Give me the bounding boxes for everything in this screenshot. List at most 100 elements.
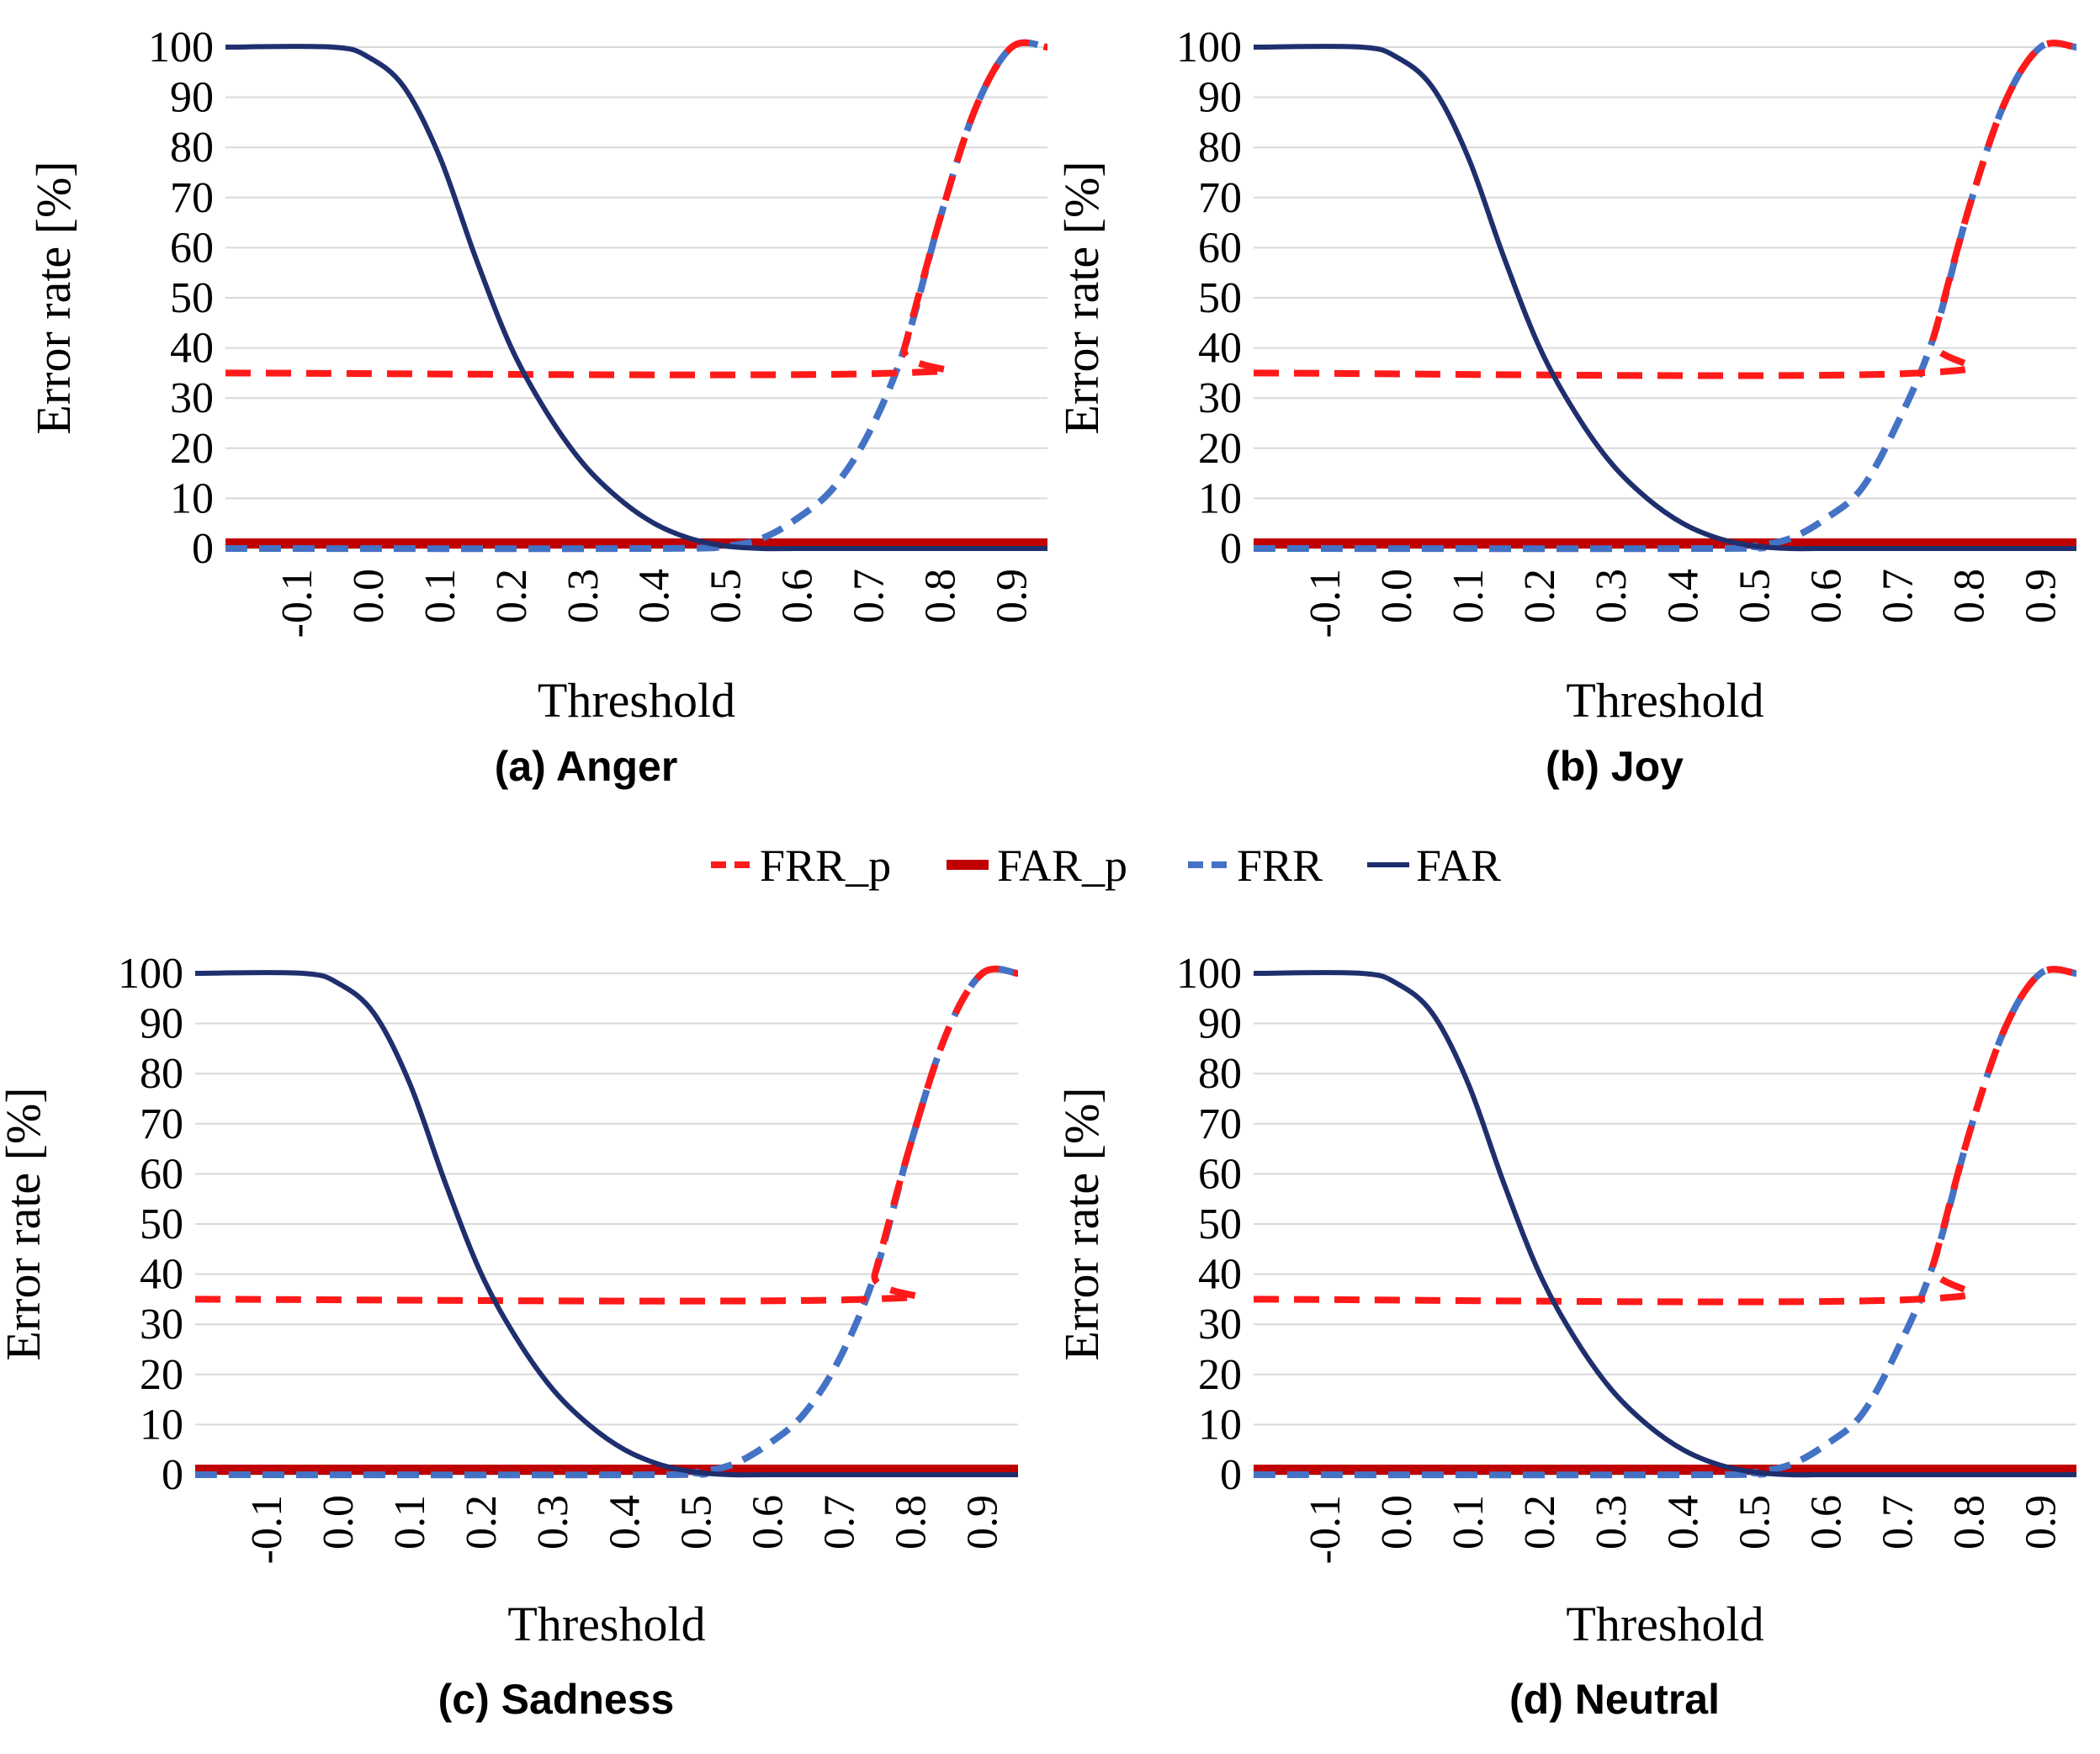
y-tick-label: 50 bbox=[140, 1200, 183, 1248]
y-tick-label: 100 bbox=[118, 950, 183, 998]
series-line-frr-p bbox=[225, 39, 1048, 379]
x-tick-label: 0.9 bbox=[2017, 1495, 2065, 1550]
x-tick-label: -0.1 bbox=[243, 1495, 291, 1564]
y-tick-label: 10 bbox=[1198, 474, 1242, 522]
x-tick-label: 0.2 bbox=[458, 1495, 506, 1550]
legend-label: FAR bbox=[1416, 840, 1501, 891]
x-tick-label: 0.8 bbox=[1945, 1495, 1993, 1550]
x-tick-label: 0.3 bbox=[1588, 1495, 1636, 1550]
x-tick-label: 0.9 bbox=[958, 1495, 1006, 1550]
series-line-far bbox=[1253, 44, 2076, 552]
x-tick-label: 0.6 bbox=[774, 569, 822, 623]
x-tick-label: 0.6 bbox=[1802, 569, 1850, 623]
x-axis-title: Threshold bbox=[1566, 1597, 1763, 1651]
y-tick-label: 30 bbox=[1198, 1301, 1242, 1349]
panel-caption: (a) Anger bbox=[495, 743, 678, 790]
x-tick-label: 0.6 bbox=[744, 1495, 792, 1550]
y-tick-label: 20 bbox=[1198, 1351, 1242, 1399]
x-tick-label: 0.4 bbox=[601, 1495, 649, 1550]
y-tick-label: 100 bbox=[148, 24, 214, 72]
y-tick-label: 40 bbox=[1198, 325, 1242, 373]
y-tick-label: 0 bbox=[192, 525, 214, 573]
y-tick-label: 50 bbox=[1198, 1200, 1242, 1248]
legend-label: FAR_p bbox=[997, 840, 1127, 891]
x-tick-label: 0.1 bbox=[416, 569, 464, 623]
x-tick-label: 0.0 bbox=[315, 1495, 363, 1550]
x-tick-label: 0.5 bbox=[1731, 1495, 1779, 1550]
x-tick-label: 0.5 bbox=[1731, 569, 1779, 623]
x-tick-label: 0.9 bbox=[2017, 569, 2065, 623]
x-tick-label: 0.2 bbox=[1516, 1495, 1564, 1550]
x-axis-title: Threshold bbox=[1566, 673, 1763, 728]
y-tick-label: 20 bbox=[140, 1351, 183, 1399]
x-tick-label: 0.9 bbox=[989, 569, 1037, 623]
x-tick-label: 0.7 bbox=[815, 1495, 863, 1550]
x-tick-label: 0.4 bbox=[631, 569, 679, 623]
y-tick-label: 80 bbox=[170, 124, 214, 172]
y-tick-label: 70 bbox=[1198, 174, 1242, 222]
x-axis-title: Threshold bbox=[538, 673, 735, 728]
legend-item-frr-p: FRR_p bbox=[711, 840, 891, 891]
x-tick-label: 0.6 bbox=[1802, 1495, 1850, 1550]
y-tick-label: 30 bbox=[140, 1301, 183, 1349]
x-tick-label: 0.0 bbox=[345, 569, 393, 623]
legend-label: FRR bbox=[1237, 840, 1323, 891]
x-tick-label: 0.3 bbox=[1588, 569, 1636, 623]
legend-item-far-p: FAR_p bbox=[947, 840, 1127, 891]
y-tick-label: 0 bbox=[1220, 1451, 1242, 1499]
y-tick-label: 30 bbox=[170, 374, 214, 422]
y-tick-label: 90 bbox=[170, 74, 214, 122]
series-line-far bbox=[225, 44, 1047, 552]
x-tick-label: 0.8 bbox=[1945, 569, 1993, 623]
y-tick-label: 90 bbox=[1198, 1000, 1242, 1048]
x-tick-label: 0.1 bbox=[1445, 569, 1493, 623]
y-tick-label: 100 bbox=[1176, 950, 1242, 998]
y-tick-label: 90 bbox=[1198, 74, 1242, 122]
x-axis-title: Threshold bbox=[507, 1597, 705, 1651]
y-axis-title: Error rate [%] bbox=[26, 161, 81, 434]
y-tick-label: 20 bbox=[170, 425, 214, 473]
series-line-far bbox=[1253, 970, 2076, 1478]
y-tick-label: 60 bbox=[170, 224, 214, 272]
series-line-frr-p bbox=[194, 965, 1019, 1305]
panel-caption: (b) Joy bbox=[1546, 743, 1684, 790]
y-tick-label: 0 bbox=[162, 1451, 183, 1499]
y-tick-label: 40 bbox=[170, 325, 214, 373]
y-tick-label: 60 bbox=[1198, 1150, 1242, 1198]
series-line-far bbox=[194, 970, 1018, 1478]
panel-caption: (d) Neutral bbox=[1509, 1676, 1720, 1723]
x-tick-label: -0.1 bbox=[1302, 1495, 1350, 1564]
y-tick-label: 100 bbox=[1176, 24, 1242, 72]
legend-label: FRR_p bbox=[760, 840, 891, 891]
y-tick-label: 70 bbox=[140, 1100, 183, 1148]
y-tick-label: 50 bbox=[1198, 274, 1242, 322]
y-tick-label: 70 bbox=[1198, 1100, 1242, 1148]
legend: FRR_p FAR_p FRR FAR bbox=[711, 840, 1501, 891]
x-tick-label: 0.7 bbox=[846, 569, 894, 623]
y-tick-label: 70 bbox=[170, 174, 214, 222]
series-line-frr bbox=[225, 39, 1048, 553]
y-tick-label: 20 bbox=[1198, 425, 1242, 473]
x-tick-label: 0.8 bbox=[917, 569, 965, 623]
x-tick-label: 0.0 bbox=[1373, 1495, 1421, 1550]
y-tick-label: 50 bbox=[170, 274, 214, 322]
y-axis-title: Error rate [%] bbox=[1054, 161, 1109, 434]
series-line-frr-p bbox=[1253, 966, 2077, 1306]
y-tick-label: 60 bbox=[1198, 224, 1242, 272]
panel-caption: (c) Sadness bbox=[438, 1676, 675, 1723]
x-tick-label: 0.4 bbox=[1659, 569, 1707, 623]
y-tick-label: 10 bbox=[140, 1401, 183, 1449]
x-tick-label: 0.8 bbox=[887, 1495, 935, 1550]
y-tick-label: 80 bbox=[140, 1050, 183, 1098]
x-tick-label: -0.1 bbox=[273, 569, 321, 638]
y-tick-label: 10 bbox=[1198, 1401, 1242, 1449]
x-tick-label: -0.1 bbox=[1302, 569, 1350, 638]
y-tick-label: 10 bbox=[170, 474, 214, 522]
y-tick-label: 40 bbox=[140, 1251, 183, 1299]
y-tick-label: 30 bbox=[1198, 374, 1242, 422]
